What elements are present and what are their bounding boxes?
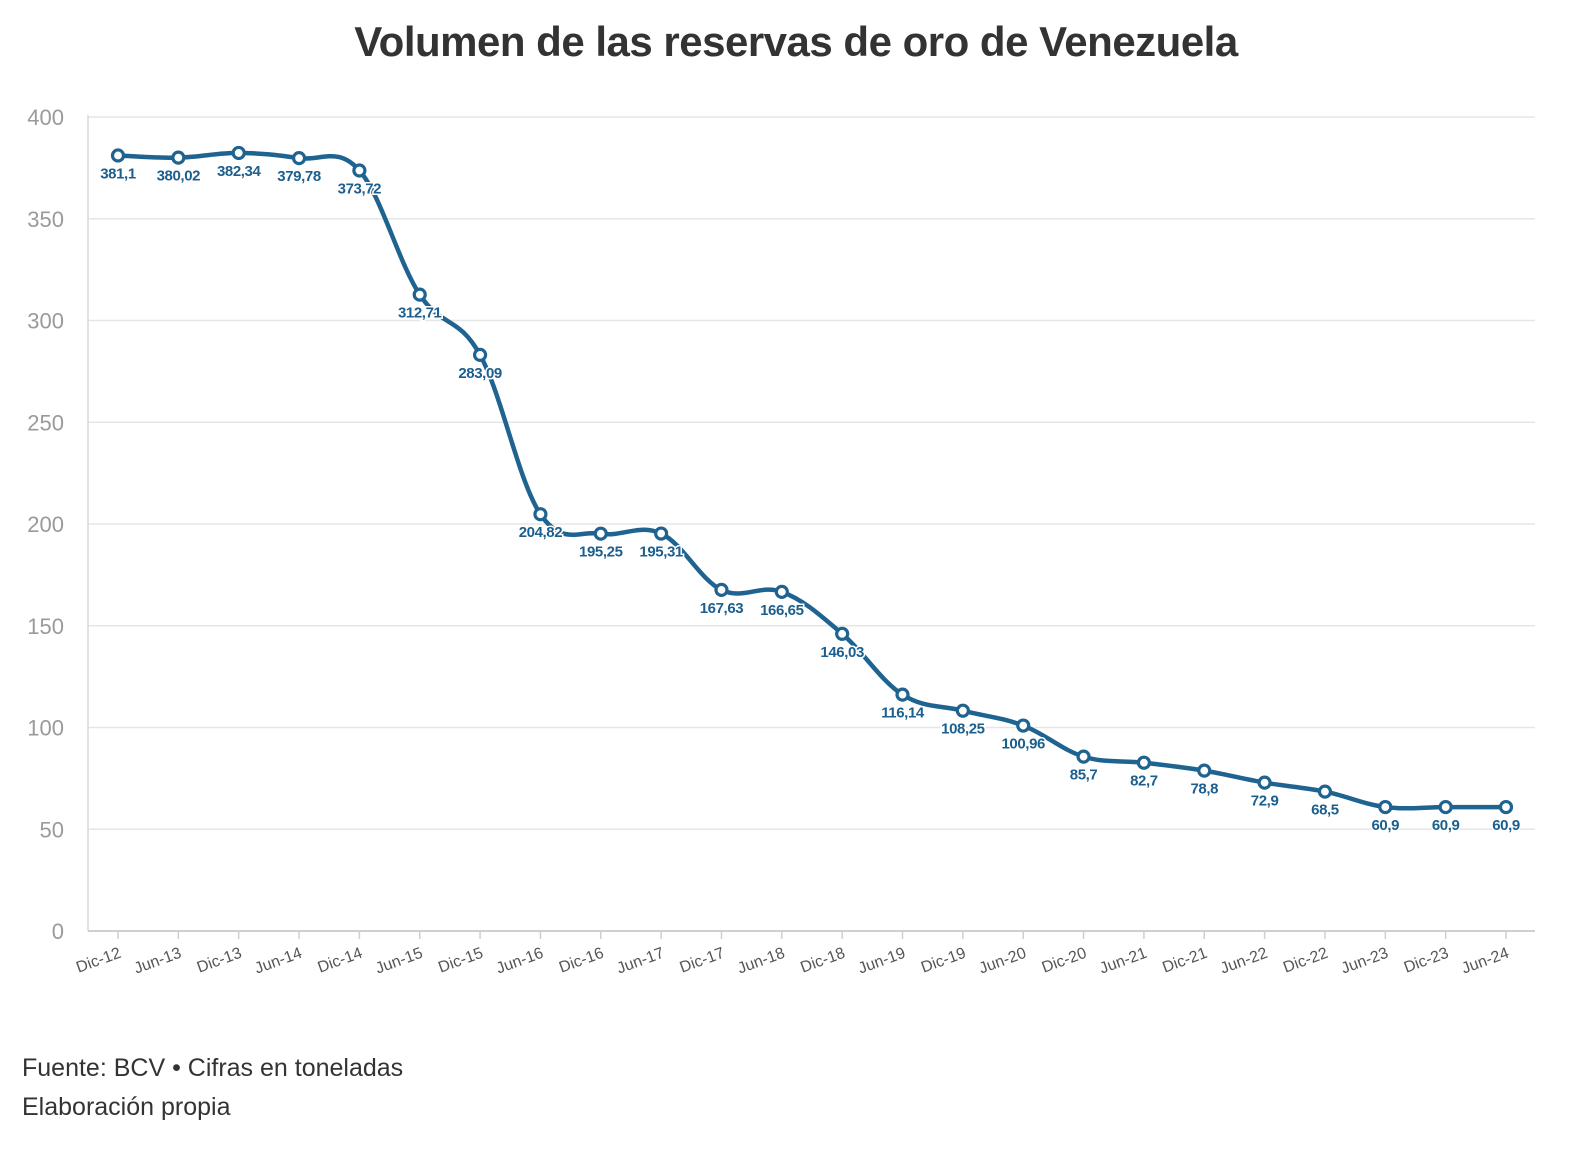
x-tick-label: Dic-17 [678,945,727,977]
data-point [171,150,186,165]
data-point [352,163,367,178]
footer-credit: Elaboración propia [22,1093,231,1121]
data-label: 312,71 [398,305,442,322]
data-point [714,582,729,597]
data-label: 146,03 [820,644,864,661]
x-tick-label: Dic-18 [798,945,847,977]
x-tick-label: Jun-17 [615,945,667,978]
data-label: 78,8 [1190,781,1218,798]
x-tick-label: Jun-18 [735,945,787,978]
x-tick-label: Jun-16 [494,945,546,978]
data-label: 108,25 [941,721,985,738]
x-tick-label: Jun-19 [856,945,908,978]
data-label: 380,02 [157,168,201,185]
data-point [231,145,246,161]
data-point [835,626,850,641]
data-points [110,145,1514,815]
data-point [412,287,427,302]
x-axis: Dic-12 Jun-13 Dic-13 Jun-14 Dic-14 Jun-15 Dic-… [74,930,1535,978]
x-tick-label: Dic-14 [315,945,364,977]
data-label: 195,31 [639,544,683,561]
data-point [1076,749,1091,764]
data-label: 382,34 [217,163,262,180]
data-label: 195,25 [579,544,623,561]
data-label: 72,9 [1251,793,1279,810]
data-label: 373,72 [338,180,382,197]
x-tick-label: Jun-14 [253,945,305,978]
series-line [115,150,1509,811]
x-tick-label: Dic-19 [919,945,968,977]
chart-title: Volumen de las reservas de oro de Venezu… [354,18,1238,65]
data-label: 116,14 [881,705,925,722]
data-point [1498,799,1514,815]
data-label: 60,9 [1492,817,1520,834]
x-tick-label: Jun-22 [1218,945,1270,978]
x-tick-label: Jun-13 [132,945,184,978]
data-label: 68,5 [1311,802,1339,819]
series-line-group [115,150,1509,811]
x-tick-label: Dic-16 [557,945,606,977]
data-point [1197,763,1212,778]
y-tick-label: 50 [40,817,64,842]
y-tick-label: 350 [27,207,64,232]
data-label: 379,78 [277,168,321,185]
data-point [1257,775,1272,790]
data-point [472,347,488,363]
x-tick-label: Jun-21 [1097,945,1149,978]
gridlines [88,116,1535,830]
data-label: 100,96 [1001,736,1045,753]
data-labels: 381,1 380,02 382,34 379,78 373,72 312,71 283,0… [99,161,1522,835]
data-point [533,507,548,522]
x-tick-label: Dic-15 [436,945,485,977]
x-tick-label: Jun-24 [1460,945,1512,978]
y-tick-label: 200 [27,512,64,537]
data-point [291,151,307,166]
x-tick-label: Dic-12 [74,945,123,977]
x-tick-label: Dic-21 [1160,945,1209,977]
x-tick-label: Jun-23 [1339,945,1391,978]
data-point [774,584,789,599]
y-tick-label: 150 [27,614,64,639]
data-point [593,526,608,541]
data-label: 166,65 [760,602,804,619]
data-label: 381,1 [100,165,136,182]
data-point [1136,755,1152,770]
x-tick-label: Dic-22 [1281,945,1330,977]
data-point [1438,799,1453,815]
data-label: 82,7 [1130,773,1158,790]
y-tick-label: 300 [27,309,64,334]
data-label: 167,63 [700,600,744,617]
y-tick-label: 100 [27,716,64,741]
y-axis: 0 50 100 150 200 250 300 350 400 [27,105,89,944]
data-point [955,703,970,718]
x-tick-label: Dic-20 [1040,945,1089,977]
data-label: 60,9 [1432,817,1460,834]
x-tick-label: Jun-20 [977,945,1029,978]
y-tick-label: 0 [52,919,64,944]
data-label: 60,9 [1371,817,1399,834]
y-tick-label: 250 [27,410,64,435]
data-point [1016,718,1031,733]
data-point [110,148,126,163]
data-point [1317,784,1333,799]
data-label: 85,7 [1070,767,1098,784]
footer-source: Fuente: BCV • Cifras en toneladas [22,1054,404,1082]
x-tick-label: Dic-23 [1402,945,1451,977]
data-point [654,526,669,541]
x-tick-label: Dic-13 [195,945,244,977]
data-label: 204,82 [519,524,563,541]
data-label: 283,09 [458,365,502,382]
y-tick-label: 400 [27,105,64,130]
x-tick-label: Jun-15 [373,945,425,978]
data-point [1378,799,1393,815]
data-point [895,687,910,702]
